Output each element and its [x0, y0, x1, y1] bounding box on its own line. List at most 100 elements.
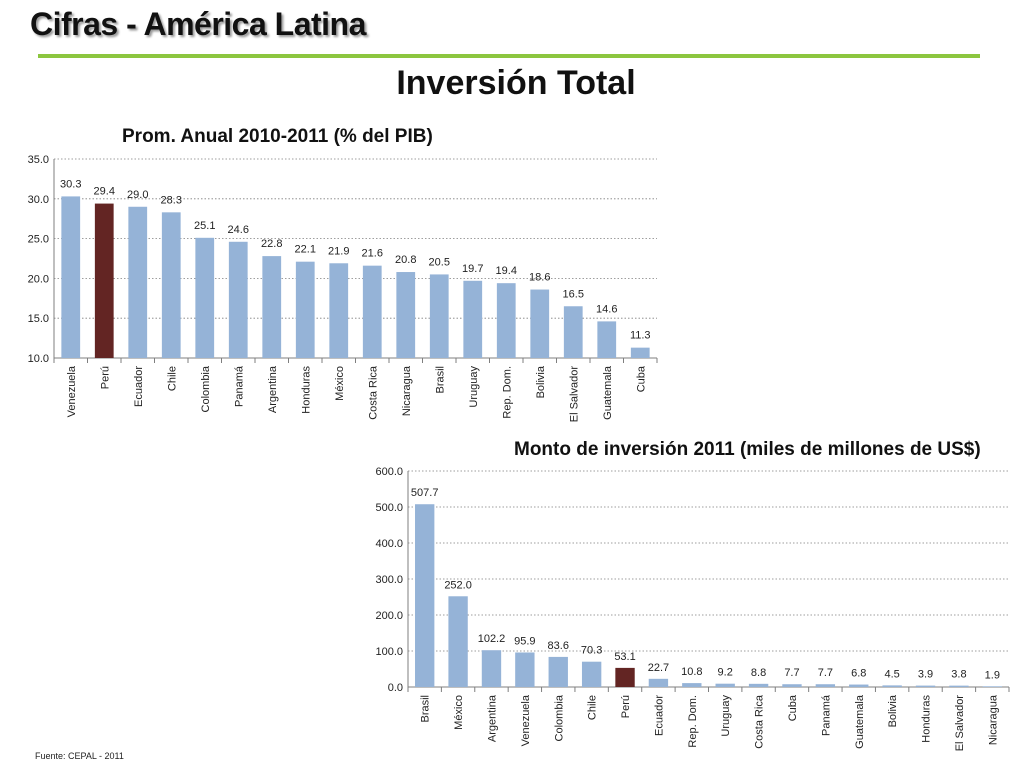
pib-data-label: 19.7: [462, 263, 483, 275]
monto-category-label: Costa Rica: [754, 694, 766, 749]
pib-category-label: El Salvador: [568, 366, 580, 423]
monto-data-label: 507.7: [411, 487, 439, 499]
monto-bar: [448, 596, 468, 687]
monto-data-label: 95.9: [514, 635, 535, 647]
main-title: Inversión Total: [396, 64, 636, 102]
monto-bar: [715, 683, 735, 687]
monto-data-label: 6.8: [851, 668, 866, 680]
pib-y-tick-label: 20.0: [28, 273, 49, 285]
pib-bar: [429, 274, 449, 358]
pib-data-label: 22.8: [261, 238, 282, 250]
monto-bar: [882, 685, 902, 687]
monto-bar: [515, 652, 535, 687]
monto-bar: [915, 685, 936, 687]
pib-bar: [362, 265, 382, 358]
monto-data-label: 1.9: [985, 669, 1000, 681]
pib-data-label: 19.4: [496, 265, 517, 277]
monto-category-label: Ecuador: [653, 695, 665, 736]
monto-bar: [648, 678, 669, 687]
monto-bar: [815, 684, 836, 687]
monto-category-label: Rep. Dom.: [687, 695, 699, 748]
pib-bar: [597, 321, 617, 358]
monto-bar: [682, 683, 702, 687]
monto-data-label: 8.8: [751, 667, 766, 679]
pib-category-label: Chile: [166, 366, 178, 391]
pib-data-label: 11.3: [630, 330, 651, 342]
pib-bar: [195, 237, 215, 358]
monto-category-label: Cuba: [787, 694, 799, 721]
pib-bar: [228, 241, 248, 358]
pib-category-label: Rep. Dom.: [501, 366, 513, 419]
pib-y-tick-label: 15.0: [28, 313, 49, 325]
pib-data-label: 30.3: [60, 178, 81, 190]
monto-category-label: Venezuela: [520, 694, 532, 746]
monto-data-label: 22.7: [648, 662, 669, 674]
monto-bar: [782, 684, 802, 687]
monto-category-label: El Salvador: [954, 695, 966, 752]
monto-data-label: 4.5: [884, 668, 899, 680]
pib-category-label: Cuba: [635, 365, 647, 392]
pib-bar: [329, 263, 349, 358]
monto-data-label: 53.1: [614, 651, 635, 663]
pib-category-label: Costa Rica: [367, 365, 379, 420]
monto-data-label: 10.8: [681, 666, 702, 678]
monto-data-label: 7.7: [818, 667, 833, 679]
monto-data-label: 3.8: [951, 669, 966, 681]
monto-data-label: 83.6: [548, 640, 569, 652]
monto-y-tick-label: 0.0: [388, 682, 403, 694]
pib-y-tick-label: 25.0: [28, 234, 49, 246]
pib-data-label: 28.3: [161, 194, 182, 206]
monto-category-label: México: [453, 695, 465, 730]
pib-category-label: Nicaragua: [401, 365, 413, 416]
monto-category-label: Perú: [620, 695, 632, 718]
chart-monto-title: Monto de inversión 2011 (miles de millon…: [514, 439, 981, 460]
pib-category-label: Bolivia: [535, 365, 547, 398]
pib-category-label: Venezuela: [66, 365, 78, 417]
monto-bar: [415, 504, 435, 687]
monto-category-label: Nicaragua: [987, 694, 999, 745]
pib-y-tick-label: 10.0: [28, 353, 49, 365]
title-underline: [38, 54, 980, 58]
pib-category-label: Uruguay: [468, 366, 480, 408]
monto-category-label: Guatemala: [854, 694, 866, 749]
monto-category-label: Panamá: [820, 694, 832, 736]
monto-category-label: Uruguay: [720, 695, 732, 737]
monto-bar: [481, 650, 502, 687]
pib-data-label: 20.5: [429, 256, 450, 268]
pib-data-label: 18.6: [529, 272, 550, 284]
slide-title: Cifras - América Latina: [30, 6, 366, 42]
pib-y-tick-label: 30.0: [28, 194, 49, 206]
pib-data-label: 24.6: [228, 224, 249, 236]
pib-bar: [396, 272, 416, 358]
pib-bar: [128, 206, 148, 358]
pib-bar: [61, 196, 81, 358]
monto-bar: [748, 683, 769, 687]
pib-data-label: 16.5: [563, 288, 584, 300]
monto-data-label: 252.0: [444, 579, 472, 591]
source-note: Fuente: CEPAL - 2011: [35, 751, 124, 761]
pib-bar: [496, 283, 516, 358]
pib-data-label: 29.0: [127, 189, 148, 201]
monto-bar: [982, 686, 1002, 687]
pib-bar: [563, 306, 583, 358]
monto-bar: [615, 667, 635, 687]
pib-bar: [530, 289, 550, 358]
pib-category-label: Argentina: [267, 365, 279, 413]
monto-category-label: Honduras: [921, 695, 933, 743]
monto-y-tick-label: 300.0: [375, 574, 403, 586]
monto-category-label: Brasil: [420, 695, 432, 723]
pib-category-label: Brasil: [434, 366, 446, 394]
monto-data-label: 7.7: [784, 667, 799, 679]
monto-data-label: 3.9: [918, 669, 933, 681]
monto-data-label: 9.2: [718, 667, 733, 679]
pib-category-label: Guatemala: [602, 365, 614, 420]
monto-data-label: 70.3: [581, 645, 602, 657]
monto-y-tick-label: 500.0: [375, 502, 403, 514]
pib-bar: [295, 261, 315, 358]
monto-bar: [581, 661, 602, 687]
monto-bar: [548, 656, 568, 687]
monto-category-label: Chile: [587, 695, 599, 720]
pib-data-label: 22.1: [295, 244, 316, 256]
pib-category-label: Perú: [99, 366, 111, 389]
